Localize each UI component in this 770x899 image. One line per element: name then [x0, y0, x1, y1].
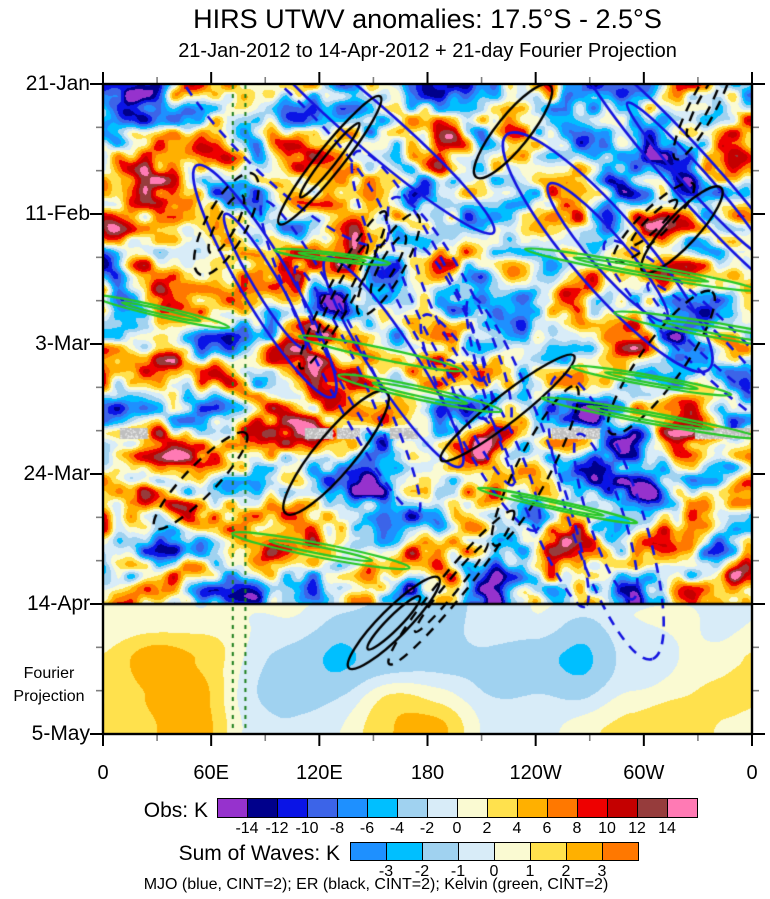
fourier-projection-label-line2: Projection: [13, 688, 85, 705]
colorbar-tick-label: 1: [525, 863, 535, 880]
colorbar-tick-label: 10: [598, 820, 616, 837]
colorbar-tick-label: -1: [450, 863, 466, 880]
colorbar-tick-label: 0: [452, 820, 462, 837]
colorbar-cell: [427, 798, 458, 818]
colorbar-cell: [602, 842, 639, 861]
colorbar-tick-label: 4: [512, 820, 522, 837]
y-tick-label: 11-Feb: [25, 202, 90, 225]
colorbar-cell: [517, 798, 548, 818]
x-tick-label: 60W: [623, 762, 665, 784]
colorbar-tick-label: -12: [265, 820, 289, 837]
fourier-projection-label-line1: Fourier: [23, 665, 75, 682]
colorbar-cell: [277, 798, 308, 818]
colorbar-cell: [422, 842, 459, 861]
contour-legend-caption: MJO (blue, CINT=2); ER (black, CINT=2); …: [143, 876, 609, 893]
colorbar-cell: [487, 798, 518, 818]
colorbar-tick-label: 2: [482, 820, 492, 837]
y-tick-label: 24-Mar: [23, 462, 90, 485]
x-tick-label: 120E: [295, 762, 343, 784]
colorbar-tick-label: 2: [561, 863, 571, 880]
colorbar-tick-label: 6: [542, 820, 552, 837]
colorbar-cell: [367, 798, 398, 818]
colorbar-tick-label: -2: [419, 820, 435, 837]
colorbar-tick-label: -6: [359, 820, 375, 837]
colorbar-cell: [547, 798, 578, 818]
colorbar-cell: [247, 798, 278, 818]
colorbar-cell: [457, 798, 488, 818]
y-tick-label: 5-May: [31, 722, 90, 745]
colorbar-cell: [458, 842, 495, 861]
fourier-projection-label: Fourier Projection: [2, 662, 96, 708]
obs-colorbar-label: Obs: K: [143, 799, 208, 822]
colorbar-cell: [397, 798, 428, 818]
colorbar-tick-label: -8: [329, 820, 345, 837]
colorbar-cell: [637, 798, 668, 818]
page-subtitle: 21-Jan-2012 to 14-Apr-2012 + 21-day Four…: [178, 40, 677, 62]
hovmoller-field-canvas: [103, 84, 752, 734]
colorbar-cell: [307, 798, 338, 818]
colorbar-cell: [577, 798, 608, 818]
colorbar-cell: [607, 798, 638, 818]
x-tick-label: 0: [746, 762, 758, 784]
colorbar-tick-label: -4: [389, 820, 405, 837]
colorbar-tick-label: 14: [658, 820, 676, 837]
colorbar-tick-label: 8: [572, 820, 582, 837]
colorbar-cell: [494, 842, 531, 861]
colorbar-tick-label: 12: [628, 820, 646, 837]
colorbar-cell: [350, 842, 387, 861]
colorbar-tick-label: -10: [295, 820, 319, 837]
y-tick-label: 14-Apr: [26, 592, 90, 615]
colorbar-tick-label: -2: [414, 863, 430, 880]
page-title: HIRS UTWV anomalies: 17.5°S - 2.5°S: [193, 4, 662, 34]
colorbar-cell: [530, 842, 567, 861]
x-tick-label: 180: [410, 762, 445, 784]
colorbar-tick-label: 0: [489, 863, 499, 880]
x-tick-label: 60E: [193, 762, 229, 784]
colorbar-cell: [386, 842, 423, 861]
colorbar-tick-label: 3: [597, 863, 607, 880]
colorbar-tick-label: -14: [235, 820, 259, 837]
x-tick-label: 120W: [509, 762, 562, 784]
colorbar-cell: [337, 798, 368, 818]
y-tick-label: 3-Mar: [35, 332, 90, 355]
colorbar-cell: [667, 798, 698, 818]
colorbar-cell: [566, 842, 603, 861]
colorbar-tick-label: -3: [378, 863, 394, 880]
y-tick-label: 21-Jan: [25, 72, 90, 95]
x-tick-label: 0: [97, 762, 109, 784]
sum-of-waves-colorbar-label: Sum of Waves: K: [178, 842, 340, 865]
colorbar-cell: [217, 798, 248, 818]
